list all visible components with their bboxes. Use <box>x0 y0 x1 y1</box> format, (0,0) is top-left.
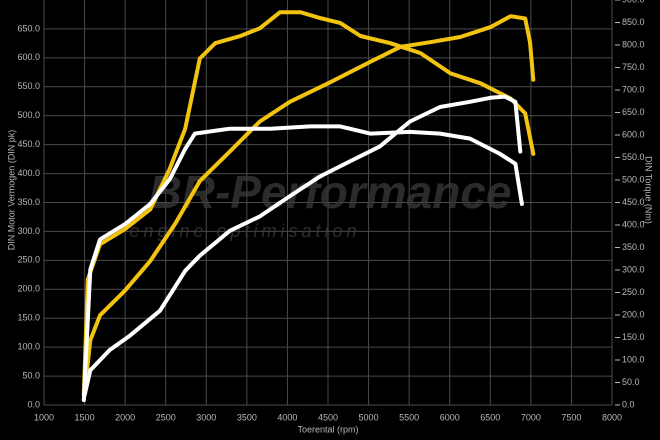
x-tick-label: 2500 <box>156 412 176 422</box>
x-tick-label: 4500 <box>318 412 338 422</box>
y-tick-label: 200.0 <box>17 284 40 294</box>
y2-tick-label: 700.0 <box>622 84 645 94</box>
y-tick-label: 250.0 <box>17 255 40 265</box>
x-tick-label: 1500 <box>75 412 95 422</box>
x-tick-label: 1000 <box>34 412 54 422</box>
x-axis-title: Toerental (rpm) <box>297 424 358 434</box>
y-tick-label: 300.0 <box>17 226 40 236</box>
y2-tick-label: 150.0 <box>622 332 645 342</box>
y2-tick-label: 400.0 <box>622 219 645 229</box>
y2-tick-label: 0.0 <box>622 399 635 409</box>
y-tick-label: 550.0 <box>17 81 40 91</box>
y-tick-label: 400.0 <box>17 168 40 178</box>
y-tick-label: 100.0 <box>17 342 40 352</box>
y2-tick-label: 250.0 <box>622 287 645 297</box>
watermark-title: BR-Performance <box>149 166 512 218</box>
y2-axis-title: DIN Torque (Nm) <box>644 156 654 224</box>
y2-tick-label: 650.0 <box>622 107 645 117</box>
series-line <box>81 124 524 403</box>
x-tick-label: 4000 <box>277 412 297 422</box>
y2-tick-label: 200.0 <box>622 309 645 319</box>
y-tick-label: 0.0 <box>27 399 40 409</box>
y2-tick-label: 350.0 <box>622 242 645 252</box>
y2-tick-label: 850.0 <box>622 17 645 27</box>
y-tick-label: 450.0 <box>17 139 40 149</box>
y-axis-title: DIN Motor Vermogen (DIN pk) <box>6 130 16 251</box>
y2-tick-label: 100.0 <box>622 354 645 364</box>
y2-tick-label: 50.0 <box>622 377 640 387</box>
x-tick-label: 3500 <box>237 412 257 422</box>
y2-tick-label: 300.0 <box>622 264 645 274</box>
y-tick-label: 150.0 <box>17 313 40 323</box>
y-tick-label: 600.0 <box>17 52 40 62</box>
y2-tick-label: 600.0 <box>622 129 645 139</box>
x-tick-label: 6000 <box>440 412 460 422</box>
x-tick-label: 8000 <box>602 412 622 422</box>
x-tick-label: 7000 <box>521 412 541 422</box>
x-tick-label: 7500 <box>561 412 581 422</box>
series-line <box>82 94 523 398</box>
series-line <box>81 14 536 402</box>
watermark-subtitle: engine optimisation <box>129 221 360 241</box>
x-tick-label: 3000 <box>196 412 216 422</box>
x-tick-label: 5000 <box>359 412 379 422</box>
y2-tick-label: 500.0 <box>622 174 645 184</box>
x-tick-label: 2000 <box>115 412 135 422</box>
x-tick-label: 6500 <box>480 412 500 422</box>
y2-tick-label: 450.0 <box>622 197 645 207</box>
series-line <box>81 10 536 398</box>
y-tick-label: 50.0 <box>22 370 40 380</box>
y-tick-label: 350.0 <box>17 197 40 207</box>
y2-tick-label: 750.0 <box>622 62 645 72</box>
y2-tick-label: 800.0 <box>622 39 645 49</box>
y-tick-label: 650.0 <box>17 23 40 33</box>
y-tick-label: 500.0 <box>17 110 40 120</box>
y2-tick-label: 900.0 <box>622 0 645 4</box>
y2-tick-label: 550.0 <box>622 152 645 162</box>
x-tick-label: 5500 <box>399 412 419 422</box>
